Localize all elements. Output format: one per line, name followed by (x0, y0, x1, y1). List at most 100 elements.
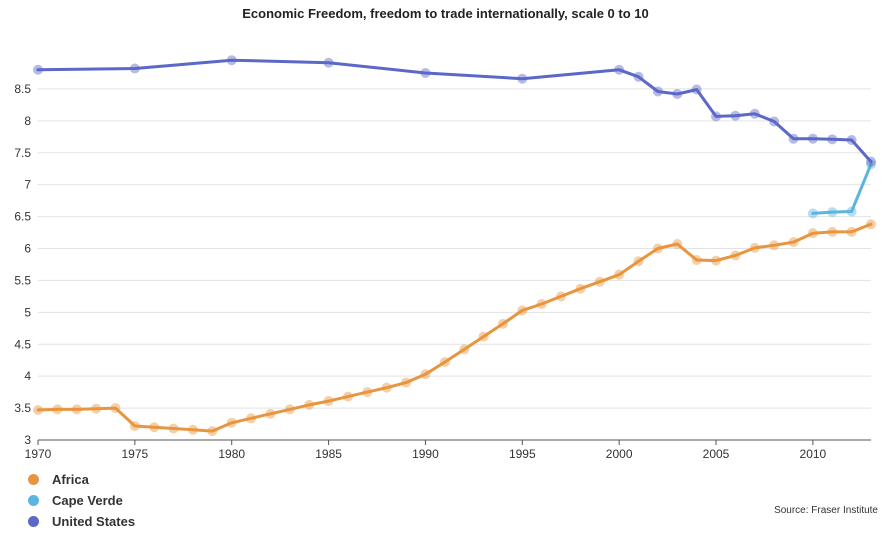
legend-marker-cape-verde (28, 495, 39, 506)
y-tick-label: 8 (24, 114, 31, 128)
x-tick-label: 1975 (122, 447, 149, 461)
data-point-africa (633, 256, 644, 267)
data-point-united-states (672, 89, 683, 100)
data-point-africa (381, 382, 392, 393)
legend-marker-africa (28, 474, 39, 485)
data-point-africa (769, 240, 780, 251)
data-point-africa (342, 391, 353, 402)
data-point-united-states (633, 71, 644, 82)
legend-marker-united-states (28, 516, 39, 527)
data-point-africa (672, 239, 683, 250)
data-point-united-states (769, 116, 780, 127)
data-point-africa (284, 404, 295, 415)
data-point-africa (52, 404, 63, 415)
data-point-united-states (129, 63, 140, 74)
data-point-africa (129, 420, 140, 431)
data-point-united-states (517, 73, 528, 84)
data-point-africa (711, 255, 722, 266)
data-point-united-states (420, 67, 431, 78)
x-tick-label: 1970 (25, 447, 52, 461)
data-point-united-states (614, 64, 625, 75)
data-point-cape-verde (846, 206, 857, 217)
data-point-africa (497, 318, 508, 329)
y-tick-label: 4.5 (14, 337, 31, 351)
x-tick-label: 2000 (606, 447, 633, 461)
y-tick-label: 4 (24, 369, 31, 383)
y-tick-label: 5 (24, 305, 31, 319)
y-tick-label: 8.5 (14, 82, 31, 96)
data-point-united-states (226, 55, 237, 66)
data-point-africa (110, 403, 121, 414)
data-point-africa (556, 291, 567, 302)
data-point-africa (168, 423, 179, 434)
data-point-africa (459, 344, 470, 355)
data-point-africa (362, 387, 373, 398)
data-point-united-states (33, 64, 43, 75)
y-tick-label: 7 (24, 178, 31, 192)
data-point-united-states (866, 156, 876, 167)
data-point-africa (304, 399, 315, 410)
data-point-cape-verde (866, 159, 876, 170)
data-point-africa (652, 243, 663, 254)
y-tick-label: 6.5 (14, 210, 31, 224)
series-line-cape-verde (811, 162, 873, 215)
data-point-africa (265, 408, 276, 419)
data-point-africa (33, 404, 43, 415)
data-point-africa (71, 404, 82, 415)
data-point-africa (730, 250, 741, 261)
data-point-africa (614, 269, 625, 280)
legend-label-united-states: United States (52, 514, 136, 529)
legend-label-cape-verde: Cape Verde (52, 493, 123, 508)
data-point-united-states (730, 110, 741, 121)
data-point-africa (478, 331, 489, 342)
data-point-africa (575, 283, 586, 294)
x-tick-label: 1980 (218, 447, 245, 461)
data-point-africa (594, 276, 605, 287)
chart-title: Economic Freedom, freedom to trade inter… (242, 6, 649, 21)
data-point-africa (691, 254, 702, 265)
data-point-africa (536, 299, 547, 310)
legend-item-united-states[interactable]: United States (28, 511, 135, 532)
data-point-united-states (711, 111, 722, 122)
y-tick-label: 7.5 (14, 146, 31, 160)
data-point-africa (226, 417, 237, 428)
data-point-africa (827, 226, 838, 237)
series-line-africa (36, 222, 873, 433)
data-point-africa (439, 357, 450, 368)
x-tick-label: 1985 (315, 447, 342, 461)
data-point-cape-verde (827, 207, 838, 218)
x-tick-label: 2005 (703, 447, 730, 461)
data-point-africa (866, 219, 876, 230)
data-point-united-states (807, 133, 818, 144)
y-tick-label: 3 (24, 433, 31, 447)
data-point-africa (788, 237, 799, 248)
y-tick-label: 6 (24, 242, 31, 256)
data-point-africa (517, 305, 528, 316)
data-point-africa (749, 242, 760, 253)
data-point-africa (846, 226, 857, 237)
data-point-united-states (652, 86, 663, 97)
x-tick-label: 1990 (412, 447, 439, 461)
data-point-africa (401, 377, 412, 388)
y-tick-label: 3.5 (14, 401, 31, 415)
data-point-united-states (846, 134, 857, 145)
data-point-africa (187, 424, 198, 435)
legend-item-africa[interactable]: Africa (28, 469, 135, 490)
x-tick-label: 1995 (509, 447, 536, 461)
data-point-cape-verde (807, 208, 818, 219)
data-point-africa (807, 228, 818, 239)
data-point-africa (420, 369, 431, 380)
data-point-united-states (788, 133, 799, 144)
data-point-africa (246, 413, 257, 424)
data-point-africa (323, 396, 334, 407)
data-point-africa (207, 426, 218, 437)
legend: Africa Cape Verde United States (28, 469, 135, 532)
x-tick-label: 2010 (800, 447, 827, 461)
series-line-united-states (36, 58, 873, 164)
data-point-united-states (749, 108, 760, 119)
data-point-africa (149, 422, 160, 433)
source-note: Source: Fraser Institute (774, 505, 878, 516)
legend-item-cape-verde[interactable]: Cape Verde (28, 490, 135, 511)
legend-label-africa: Africa (52, 472, 89, 487)
